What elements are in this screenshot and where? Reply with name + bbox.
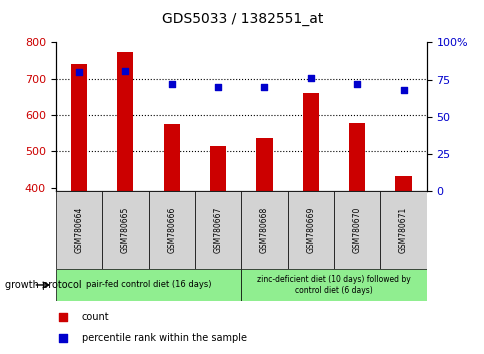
Bar — [302, 93, 318, 191]
Text: GSM780669: GSM780669 — [306, 207, 315, 253]
Bar — [287, 191, 333, 269]
Point — [167, 81, 175, 87]
Text: percentile rank within the sample: percentile rank within the sample — [82, 332, 246, 343]
Text: GSM780664: GSM780664 — [75, 207, 83, 253]
Bar — [117, 52, 133, 191]
Point — [59, 335, 67, 341]
Bar — [394, 176, 411, 191]
Bar — [195, 191, 241, 269]
Point — [260, 84, 268, 90]
Text: zinc-deficient diet (10 days) followed by
control diet (6 days): zinc-deficient diet (10 days) followed b… — [257, 275, 410, 295]
Point — [353, 81, 361, 87]
Bar — [379, 191, 426, 269]
Bar — [256, 138, 272, 191]
Bar — [102, 191, 148, 269]
Point — [399, 87, 407, 93]
Point — [214, 84, 222, 90]
Bar — [71, 64, 87, 191]
Bar — [241, 269, 426, 301]
Bar — [210, 146, 226, 191]
Point — [306, 75, 314, 81]
Text: count: count — [82, 312, 109, 322]
Bar — [348, 123, 364, 191]
Text: pair-fed control diet (16 days): pair-fed control diet (16 days) — [86, 280, 211, 290]
Text: GSM780671: GSM780671 — [398, 207, 407, 253]
Text: growth protocol: growth protocol — [5, 280, 81, 290]
Text: GSM780667: GSM780667 — [213, 207, 222, 253]
Point — [75, 69, 83, 75]
Point — [59, 314, 67, 320]
Bar — [148, 191, 195, 269]
Text: GSM780668: GSM780668 — [259, 207, 269, 253]
Bar — [333, 191, 379, 269]
Text: GDS5033 / 1382551_at: GDS5033 / 1382551_at — [162, 12, 322, 27]
Text: GSM780670: GSM780670 — [352, 207, 361, 253]
Text: GSM780665: GSM780665 — [121, 207, 130, 253]
Bar — [56, 191, 102, 269]
Bar — [56, 269, 241, 301]
Point — [121, 68, 129, 74]
Text: GSM780666: GSM780666 — [167, 207, 176, 253]
Bar — [241, 191, 287, 269]
Bar — [163, 124, 180, 191]
